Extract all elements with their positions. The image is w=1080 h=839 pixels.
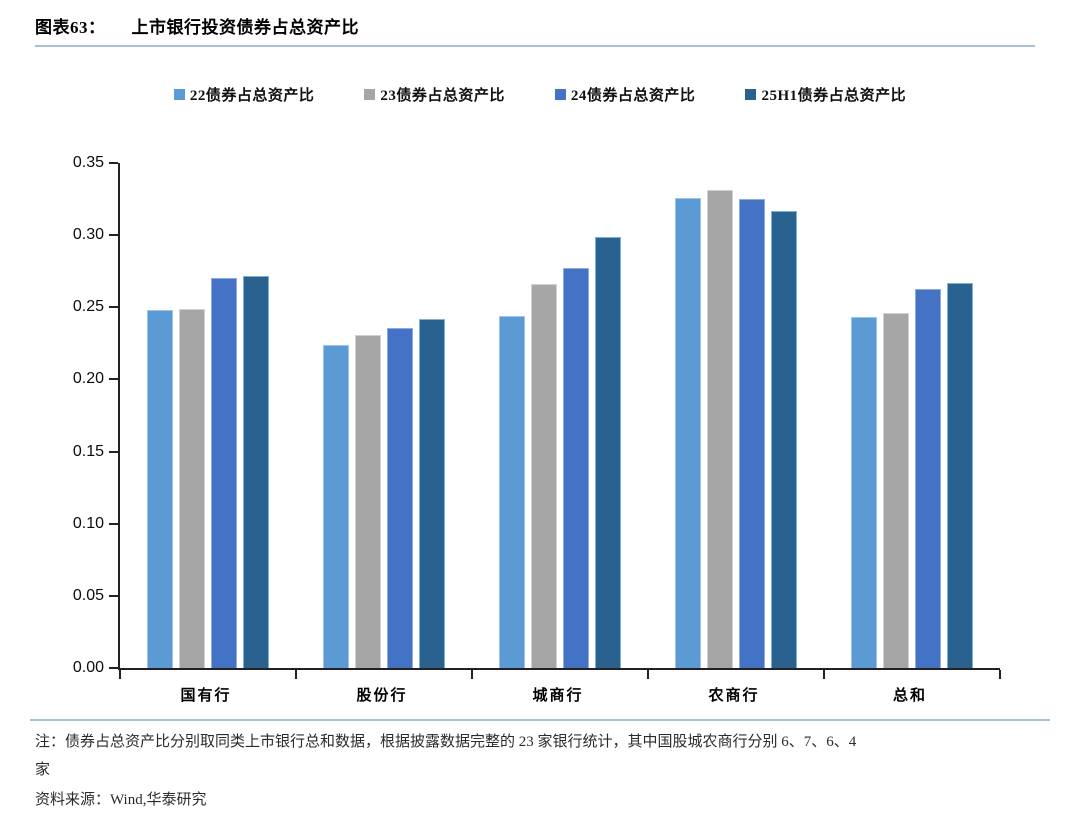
bar: [211, 278, 237, 668]
page-title: 上市银行投资债券占总资产比: [131, 18, 359, 37]
bar: [499, 315, 525, 668]
bar-group-4: [648, 163, 824, 668]
legend-swatch-icon: [173, 89, 185, 100]
bar: [147, 310, 173, 668]
bar-group-5: [824, 163, 1000, 668]
legend-item: 22债券占总资产比: [173, 84, 315, 105]
footnote-source: 资料来源：Wind,华泰研究: [35, 792, 207, 808]
legend-swatch-icon: [745, 89, 757, 100]
legend-label: 24债券占总资产比: [570, 88, 696, 104]
legend-label: 25H1债券占总资产比: [761, 88, 907, 104]
x-axis-tick: [119, 670, 121, 679]
bar: [771, 210, 797, 668]
x-axis-tick: [295, 670, 297, 679]
y-axis-tick: [109, 667, 118, 669]
x-axis-tick: [823, 670, 825, 679]
footnote: 注：债券占总资产比分别取同类上市银行总和数据，根据披露数据完整的 23 家银行统…: [35, 728, 1047, 814]
y-axis-tick-label: 0.35: [72, 154, 104, 171]
x-axis-label: 股份行: [356, 688, 408, 704]
footnote-note-line1: 注：债券占总资产比分别取同类上市银行总和数据，根据披露数据完整的 23 家银行统…: [35, 734, 857, 750]
footnote-note-line2: 家: [35, 762, 51, 778]
figure-number: 图表63：: [35, 18, 106, 37]
footnote-divider: [30, 719, 1050, 721]
y-axis-tick-label: 0.05: [72, 586, 104, 604]
y-axis-tick-label: 0.15: [72, 442, 104, 460]
chart-legend: 22债券占总资产比 23债券占总资产比 24债券占总资产比 25H1债券占总资产比: [0, 84, 1080, 105]
bar: [355, 334, 381, 668]
bar: [531, 284, 557, 668]
bar: [563, 268, 589, 668]
legend-swatch-icon: [554, 89, 566, 100]
bar: [915, 288, 941, 668]
bar-group-2: [296, 163, 472, 668]
bar: [243, 275, 269, 668]
legend-swatch-icon: [364, 89, 376, 100]
legend-item: 25H1债券占总资产比: [745, 84, 906, 105]
legend-label: 22债券占总资产比: [189, 88, 315, 104]
bar: [707, 190, 733, 668]
bar-group-3: [472, 163, 648, 668]
bar: [387, 327, 413, 668]
x-axis-tick: [999, 670, 1001, 679]
y-axis-tick: [109, 306, 118, 309]
bar-group-1: [120, 163, 296, 668]
bar: [595, 236, 621, 668]
legend-item: 23债券占总资产比: [364, 84, 505, 105]
y-axis-tick: [109, 450, 118, 453]
x-axis-label: 城商行: [532, 688, 584, 704]
bar: [323, 344, 349, 668]
y-axis-tick: [109, 234, 118, 237]
x-axis-labels: 国有行 股份行 城商行 农商行 总和: [118, 684, 998, 705]
legend-item: 24债券占总资产比: [554, 84, 696, 105]
y-axis-tick: [109, 594, 118, 597]
x-axis-label: 总和: [892, 688, 927, 704]
bar: [947, 282, 973, 668]
y-axis-tick-label: 0.10: [72, 514, 104, 532]
x-axis-label: 农商行: [708, 688, 760, 704]
figure-title-row: 图表63： 上市银行投资债券占总资产比: [35, 13, 1035, 38]
bar-groups: [120, 163, 1000, 668]
legend-label: 23债券占总资产比: [380, 88, 505, 104]
y-axis-tick-label: 0.00: [72, 659, 104, 676]
y-axis-tick-label: 0.30: [72, 226, 104, 244]
bar: [851, 317, 877, 668]
x-axis-tick: [471, 670, 473, 679]
y-axis-tick: [109, 522, 118, 525]
chart-plot-area: 0.00 0.05 0.10 0.15 0.20 0.25 0.30 0.35: [73, 154, 1001, 679]
x-axis-tick: [647, 670, 649, 679]
bar: [739, 199, 765, 668]
y-axis-tick-label: 0.25: [72, 298, 104, 316]
bar: [883, 313, 909, 668]
bar: [179, 308, 205, 668]
title-divider: [35, 45, 1035, 47]
x-axis-label: 国有行: [180, 688, 232, 704]
bar: [419, 318, 445, 668]
y-axis-tick-label: 0.20: [72, 370, 104, 388]
y-axis-tick: [109, 378, 118, 381]
y-axis-tick: [109, 162, 118, 164]
bar: [675, 197, 701, 668]
